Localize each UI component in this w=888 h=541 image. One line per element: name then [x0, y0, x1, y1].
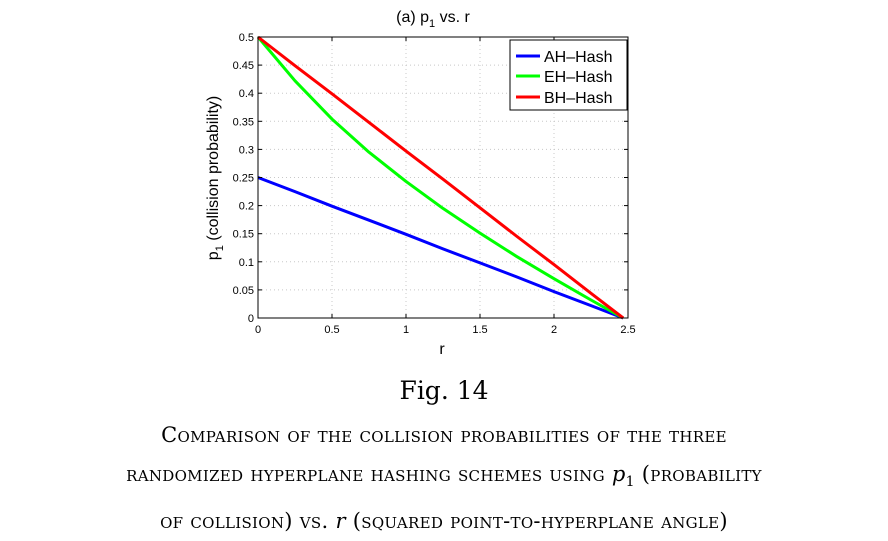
y-tick-label: 0.5	[239, 32, 254, 44]
series-layer	[256, 35, 625, 320]
series-line-eh-hash	[256, 36, 624, 320]
chart-title: (a) p1 vs. r	[396, 9, 470, 30]
x-tick-label: 2.5	[620, 324, 635, 336]
y-tick-label: 0.25	[233, 173, 254, 185]
y-tick-label: 0.45	[233, 60, 254, 72]
caption-line: of collision) vs. r (squared point-to-hy…	[160, 509, 728, 534]
y-tick-label: 0.1	[239, 257, 254, 269]
y-tick-label: 0.2	[239, 201, 254, 213]
x-axis-label: r	[439, 341, 445, 358]
legend-label-bh-hash: BH–Hash	[544, 90, 612, 107]
legend: AH–Hash EH–Hash BH–Hash	[509, 39, 628, 111]
x-tick-label: 1.5	[472, 324, 487, 336]
figure-caption: Comparison of the collision probabilitie…	[24, 416, 864, 541]
axis-ticks: 0 0.5 1 1.5 2 2.5 0 0.05 0.1 0.15 0.2 0.25 0.3 0.35 0.…	[233, 32, 636, 336]
x-tick-label: 0	[255, 324, 261, 336]
y-tick-label: 0.4	[239, 88, 254, 100]
y-tick-label: 0.35	[233, 116, 254, 128]
caption-line: randomized hyperplane hashing schemes us…	[126, 462, 762, 491]
legend-label-ah-hash: AH–Hash	[544, 49, 612, 66]
y-tick-label: 0.15	[233, 229, 254, 241]
figure-label: Fig. 14	[399, 376, 489, 405]
x-tick-label: 2	[551, 324, 557, 336]
legend-label-eh-hash: EH–Hash	[544, 69, 612, 86]
y-tick-label: 0.3	[239, 144, 254, 156]
caption-line: Comparison of the collision probabilitie…	[161, 423, 727, 447]
series-line-ah-hash	[257, 176, 624, 320]
x-tick-label: 0.5	[324, 324, 339, 336]
x-tick-label: 1	[403, 324, 409, 336]
y-tick-label: 0.05	[233, 285, 254, 297]
y-axis-label: p1 (collision probability)	[205, 96, 226, 260]
y-tick-label: 0	[248, 313, 254, 325]
line-chart: 0 0.5 1 1.5 2 2.5 0 0.05 0.1 0.15 0.2 0.25 0.3 0.35 0.…	[205, 9, 636, 358]
series-line-bh-hash	[257, 35, 625, 320]
